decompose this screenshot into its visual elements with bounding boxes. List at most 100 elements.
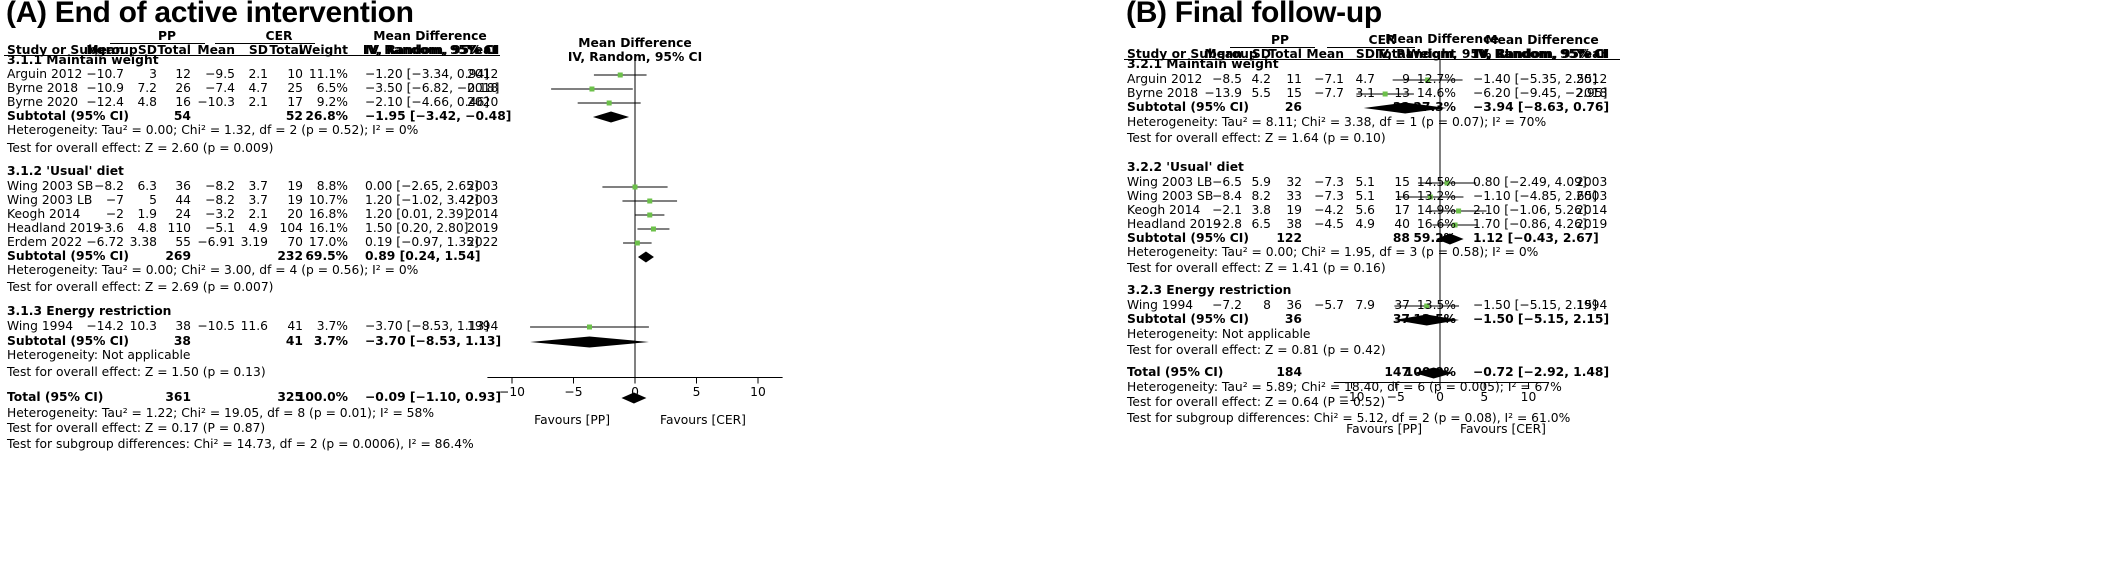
subtotal-label: Subtotal (95% CI) <box>1127 231 1249 245</box>
study-total-pp: 24 <box>175 207 191 221</box>
subgroup-label: 3.1.2 'Usual' diet <box>7 164 124 178</box>
subtotal-total-cer: 41 <box>285 334 303 348</box>
study-sd-pp: 3.38 <box>129 235 157 249</box>
study-sd-cer: 2.1 <box>248 67 268 81</box>
study-year: 2003 <box>467 193 499 207</box>
subtotal-ci: 1.12 [−0.43, 2.67] <box>1473 231 1599 245</box>
study-sd-pp: 1.9 <box>137 207 157 221</box>
study-ci: −1.40 [−5.35, 2.55] <box>1473 72 1598 86</box>
study-mean-cer: −5.7 <box>1314 298 1344 312</box>
study-total-cer: 40 <box>1394 217 1410 231</box>
effect-header: Mean Difference <box>373 29 487 43</box>
study-name: Arguin 2012 <box>1127 72 1203 86</box>
column-header-weight: Weight <box>298 43 348 57</box>
study-sd-pp: 4.8 <box>137 221 157 235</box>
study-ci: −1.10 [−4.85, 2.65] <box>1473 189 1598 203</box>
study-sd-pp: 6.3 <box>137 179 157 193</box>
study-ci: −1.50 [−5.15, 2.15] <box>1473 298 1598 312</box>
study-total-pp: 33 <box>1286 189 1302 203</box>
x-tick-label: −5 <box>564 384 583 399</box>
study-sd-cer: 2.1 <box>248 207 268 221</box>
study-mean-pp: −7.2 <box>1212 298 1242 312</box>
total-overall-effect-text: Test for overall effect: Z = 0.64 (P = 0… <box>1127 395 1386 409</box>
study-mean-pp: −10.7 <box>86 67 124 81</box>
heterogeneity-text: Heterogeneity: Not applicable <box>1127 327 1311 341</box>
study-year: 1994 <box>1576 298 1608 312</box>
study-total-pp: 44 <box>175 193 191 207</box>
group-underline-cer <box>215 43 315 44</box>
study-point-estimate <box>1427 194 1433 200</box>
study-total-pp: 38 <box>175 319 191 333</box>
subtotal-ci: 0.89 [0.24, 1.54] <box>365 249 481 263</box>
total-label: Total (95% CI) <box>1127 365 1224 379</box>
study-sd-cer: 4.9 <box>1355 217 1375 231</box>
x-tick-label: 10 <box>750 384 766 399</box>
study-total-cer: 15 <box>1394 175 1410 189</box>
study-mean-pp: −8.2 <box>94 179 124 193</box>
study-weight: 14.5% <box>1416 175 1456 189</box>
study-sd-cer: 4.9 <box>248 221 268 235</box>
study-sd-pp: 5.5 <box>1251 86 1271 100</box>
total-diamond <box>621 392 647 404</box>
subgroup-differences-text: Test for subgroup differences: Chi² = 5.… <box>1127 411 1571 425</box>
study-mean-cer: −4.5 <box>1314 217 1344 231</box>
heterogeneity-text: Heterogeneity: Tau² = 0.00; Chi² = 3.00,… <box>7 263 419 277</box>
study-ci: 2.10 [−1.06, 5.26] <box>1473 203 1587 217</box>
study-point-estimate <box>1456 208 1462 214</box>
study-total-pp: 110 <box>167 221 191 235</box>
x-tick-label: 0 <box>631 384 639 399</box>
study-sd-pp: 5 <box>149 193 157 207</box>
study-mean-cer: −6.91 <box>197 235 235 249</box>
study-point-estimate <box>647 212 653 218</box>
study-mean-pp: −13.9 <box>1204 86 1242 100</box>
study-total-cer: 17 <box>1394 203 1410 217</box>
total-diamond <box>1414 367 1454 379</box>
study-mean-pp: −6.72 <box>86 235 124 249</box>
study-weight: 13.5% <box>1416 298 1456 312</box>
study-total-pp: 55 <box>175 235 191 249</box>
plot-header-title: Mean Difference <box>578 36 692 50</box>
study-ci: −1.20 [−3.34, 0.94] <box>365 67 490 81</box>
column-header-mean-cer: Mean <box>1306 47 1344 61</box>
study-mean-cer: −8.2 <box>205 179 235 193</box>
subtotal-ci: −1.95 [−3.42, −0.48] <box>365 109 512 123</box>
study-ci: 1.20 [−1.02, 3.42] <box>365 193 479 207</box>
study-total-cer: 19 <box>287 193 303 207</box>
group-header-cer: CER <box>265 29 293 43</box>
study-mean-pp: −14.2 <box>86 319 124 333</box>
study-sd-cer: 3.19 <box>240 235 268 249</box>
study-mean-cer: −10.3 <box>197 95 235 109</box>
column-header-mean-pp: Mean <box>1204 47 1242 61</box>
study-name: Byrne 2018 <box>1127 86 1199 100</box>
study-mean-cer: −7.4 <box>205 81 235 95</box>
subtotal-total-cer: 232 <box>277 249 303 263</box>
group-underline-pp <box>110 43 205 44</box>
study-total-pp: 26 <box>175 81 191 95</box>
study-total-pp: 38 <box>1286 217 1302 231</box>
study-sd-pp: 8.2 <box>1251 189 1271 203</box>
subtotal-total-pp: 26 <box>1284 100 1302 114</box>
study-year: 2014 <box>467 207 499 221</box>
study-name: Wing 2003 SB <box>1127 189 1214 203</box>
subtotal-weight: 13.5% <box>1413 312 1456 326</box>
study-point-estimate <box>617 72 623 78</box>
panel-title: (A) End of active intervention <box>6 0 414 29</box>
subgroup-label: 3.1.1 Maintain weight <box>7 53 159 67</box>
study-point-estimate <box>1452 222 1458 228</box>
study-mean-pp: −2 <box>105 207 124 221</box>
study-ci: 0.19 [−0.97, 1.35] <box>365 235 479 249</box>
study-weight: 14.9% <box>1416 203 1456 217</box>
subtotal-total-pp: 269 <box>165 249 191 263</box>
study-point-estimate <box>1382 91 1388 97</box>
study-mean-cer: −9.5 <box>205 67 235 81</box>
subtotal-total-pp: 122 <box>1276 231 1302 245</box>
heterogeneity-text: Heterogeneity: Tau² = 8.11; Chi² = 3.38,… <box>1127 115 1547 129</box>
study-point-estimate <box>589 86 595 92</box>
study-mean-pp: −7 <box>105 193 124 207</box>
study-name: Keogh 2014 <box>7 207 81 221</box>
study-total-pp: 11 <box>1286 72 1302 86</box>
subtotal-total-cer: 37 <box>1392 312 1410 326</box>
total-heterogeneity-text: Heterogeneity: Tau² = 1.22; Chi² = 19.05… <box>7 406 435 420</box>
study-sd-cer: 4.7 <box>1355 72 1375 86</box>
study-total-cer: 13 <box>1394 86 1410 100</box>
